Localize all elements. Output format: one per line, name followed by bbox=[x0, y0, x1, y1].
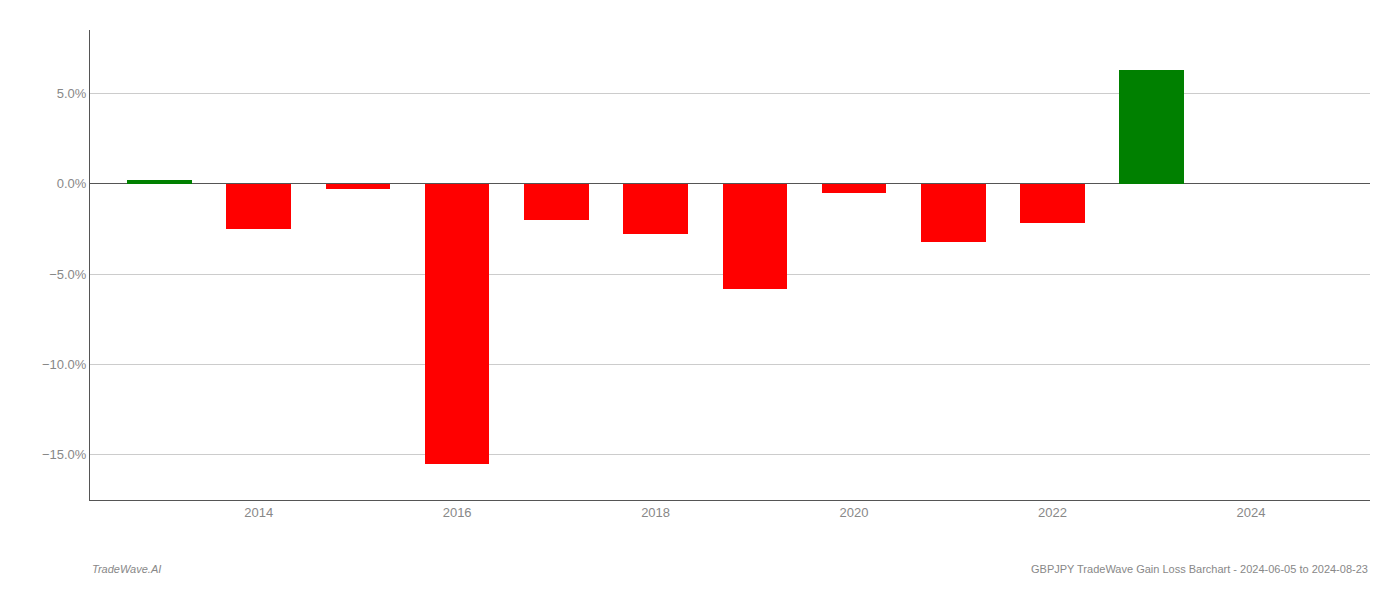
svg-text:−15.0%: −15.0% bbox=[42, 447, 87, 462]
svg-text:2020: 2020 bbox=[840, 505, 869, 520]
svg-text:−5.0%: −5.0% bbox=[49, 267, 87, 282]
svg-text:2022: 2022 bbox=[1038, 505, 1067, 520]
svg-text:2016: 2016 bbox=[443, 505, 472, 520]
svg-text:GBPJPY TradeWave Gain Loss Bar: GBPJPY TradeWave Gain Loss Barchart - 20… bbox=[1031, 563, 1368, 575]
svg-text:2024: 2024 bbox=[1236, 505, 1265, 520]
svg-text:2014: 2014 bbox=[244, 505, 273, 520]
svg-text:5.0%: 5.0% bbox=[57, 86, 87, 101]
svg-text:−10.0%: −10.0% bbox=[42, 357, 87, 372]
svg-text:2018: 2018 bbox=[641, 505, 670, 520]
svg-text:0.0%: 0.0% bbox=[57, 176, 87, 191]
svg-text:TradeWave.AI: TradeWave.AI bbox=[92, 563, 161, 575]
